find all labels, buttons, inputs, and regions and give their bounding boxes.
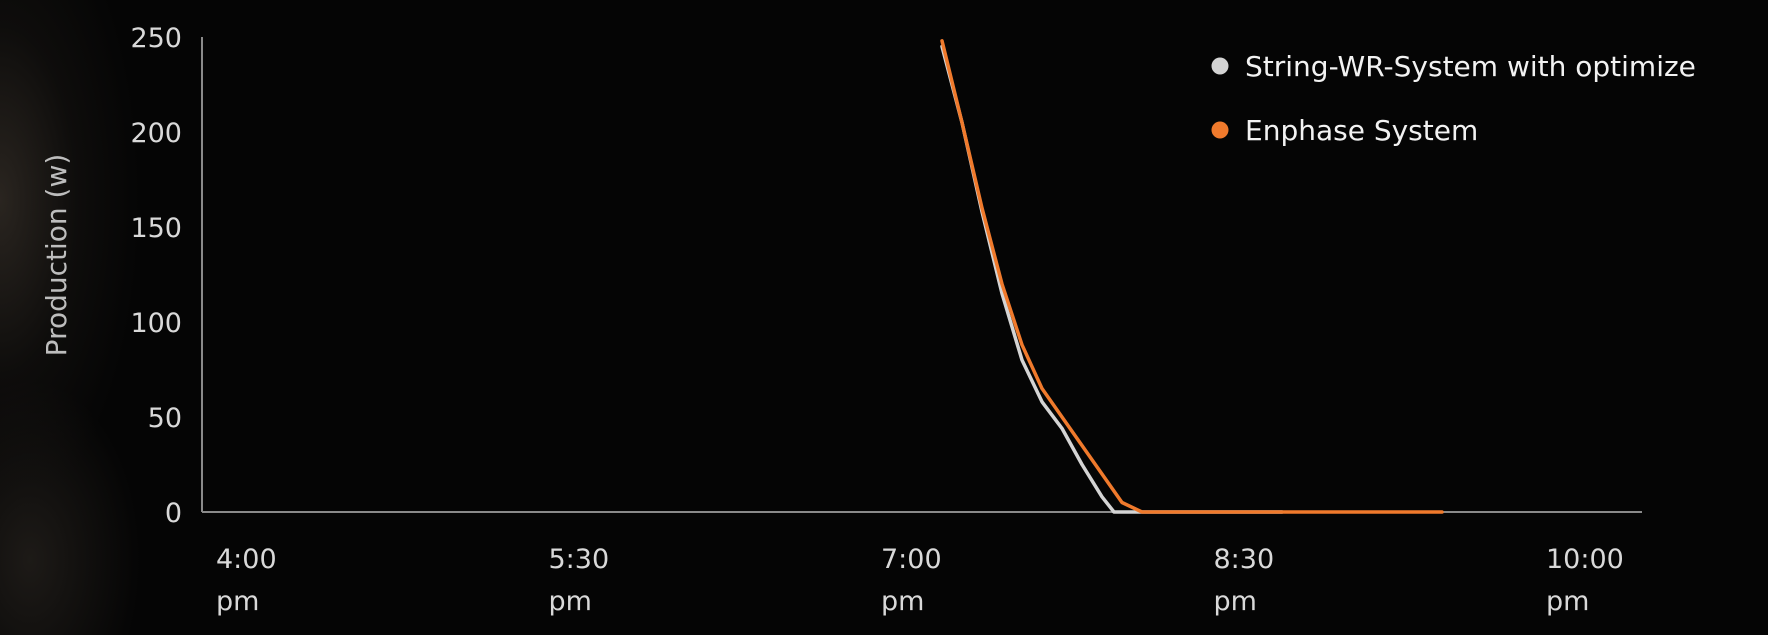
x-tick-label: 4:00 [216, 544, 277, 575]
x-tick-label: 7:00 [881, 544, 942, 575]
x-tick-label: 5:30 [549, 544, 610, 575]
y-tick-label: 250 [130, 23, 182, 54]
x-tick-label-ampm: pm [1214, 586, 1257, 617]
x-tick-label-ampm: pm [1546, 586, 1589, 617]
y-tick-label: 200 [130, 118, 182, 149]
x-tick-label: 8:30 [1214, 544, 1275, 575]
x-tick-label: 10:00 [1546, 544, 1624, 575]
legend-label: Enphase System [1245, 114, 1478, 147]
x-tick-label-ampm: pm [216, 586, 259, 617]
y-axis-label: Production (w) [40, 154, 73, 357]
legend-marker [1211, 57, 1229, 75]
y-tick-labels: 250 200 150 100 50 0 [130, 23, 182, 529]
legend-label: String-WR-System with optimize [1245, 50, 1696, 83]
x-tick-label-ampm: pm [881, 586, 924, 617]
series-line-string-wr [940, 44, 1284, 514]
legend: String-WR-System with optimize Enphase Sy… [1211, 50, 1696, 147]
series-line-enphase [940, 39, 1444, 514]
legend-marker [1211, 121, 1229, 139]
y-tick-label: 150 [130, 213, 182, 244]
y-tick-label: 50 [148, 403, 182, 434]
y-tick-label: 0 [165, 498, 182, 529]
series-lines [940, 39, 1444, 514]
y-tick-label: 100 [130, 308, 182, 339]
x-tick-labels: 4:00 pm 5:30 pm 7:00 pm 8:30 pm 10:00 pm [216, 544, 1624, 617]
x-tick-label-ampm: pm [549, 586, 592, 617]
